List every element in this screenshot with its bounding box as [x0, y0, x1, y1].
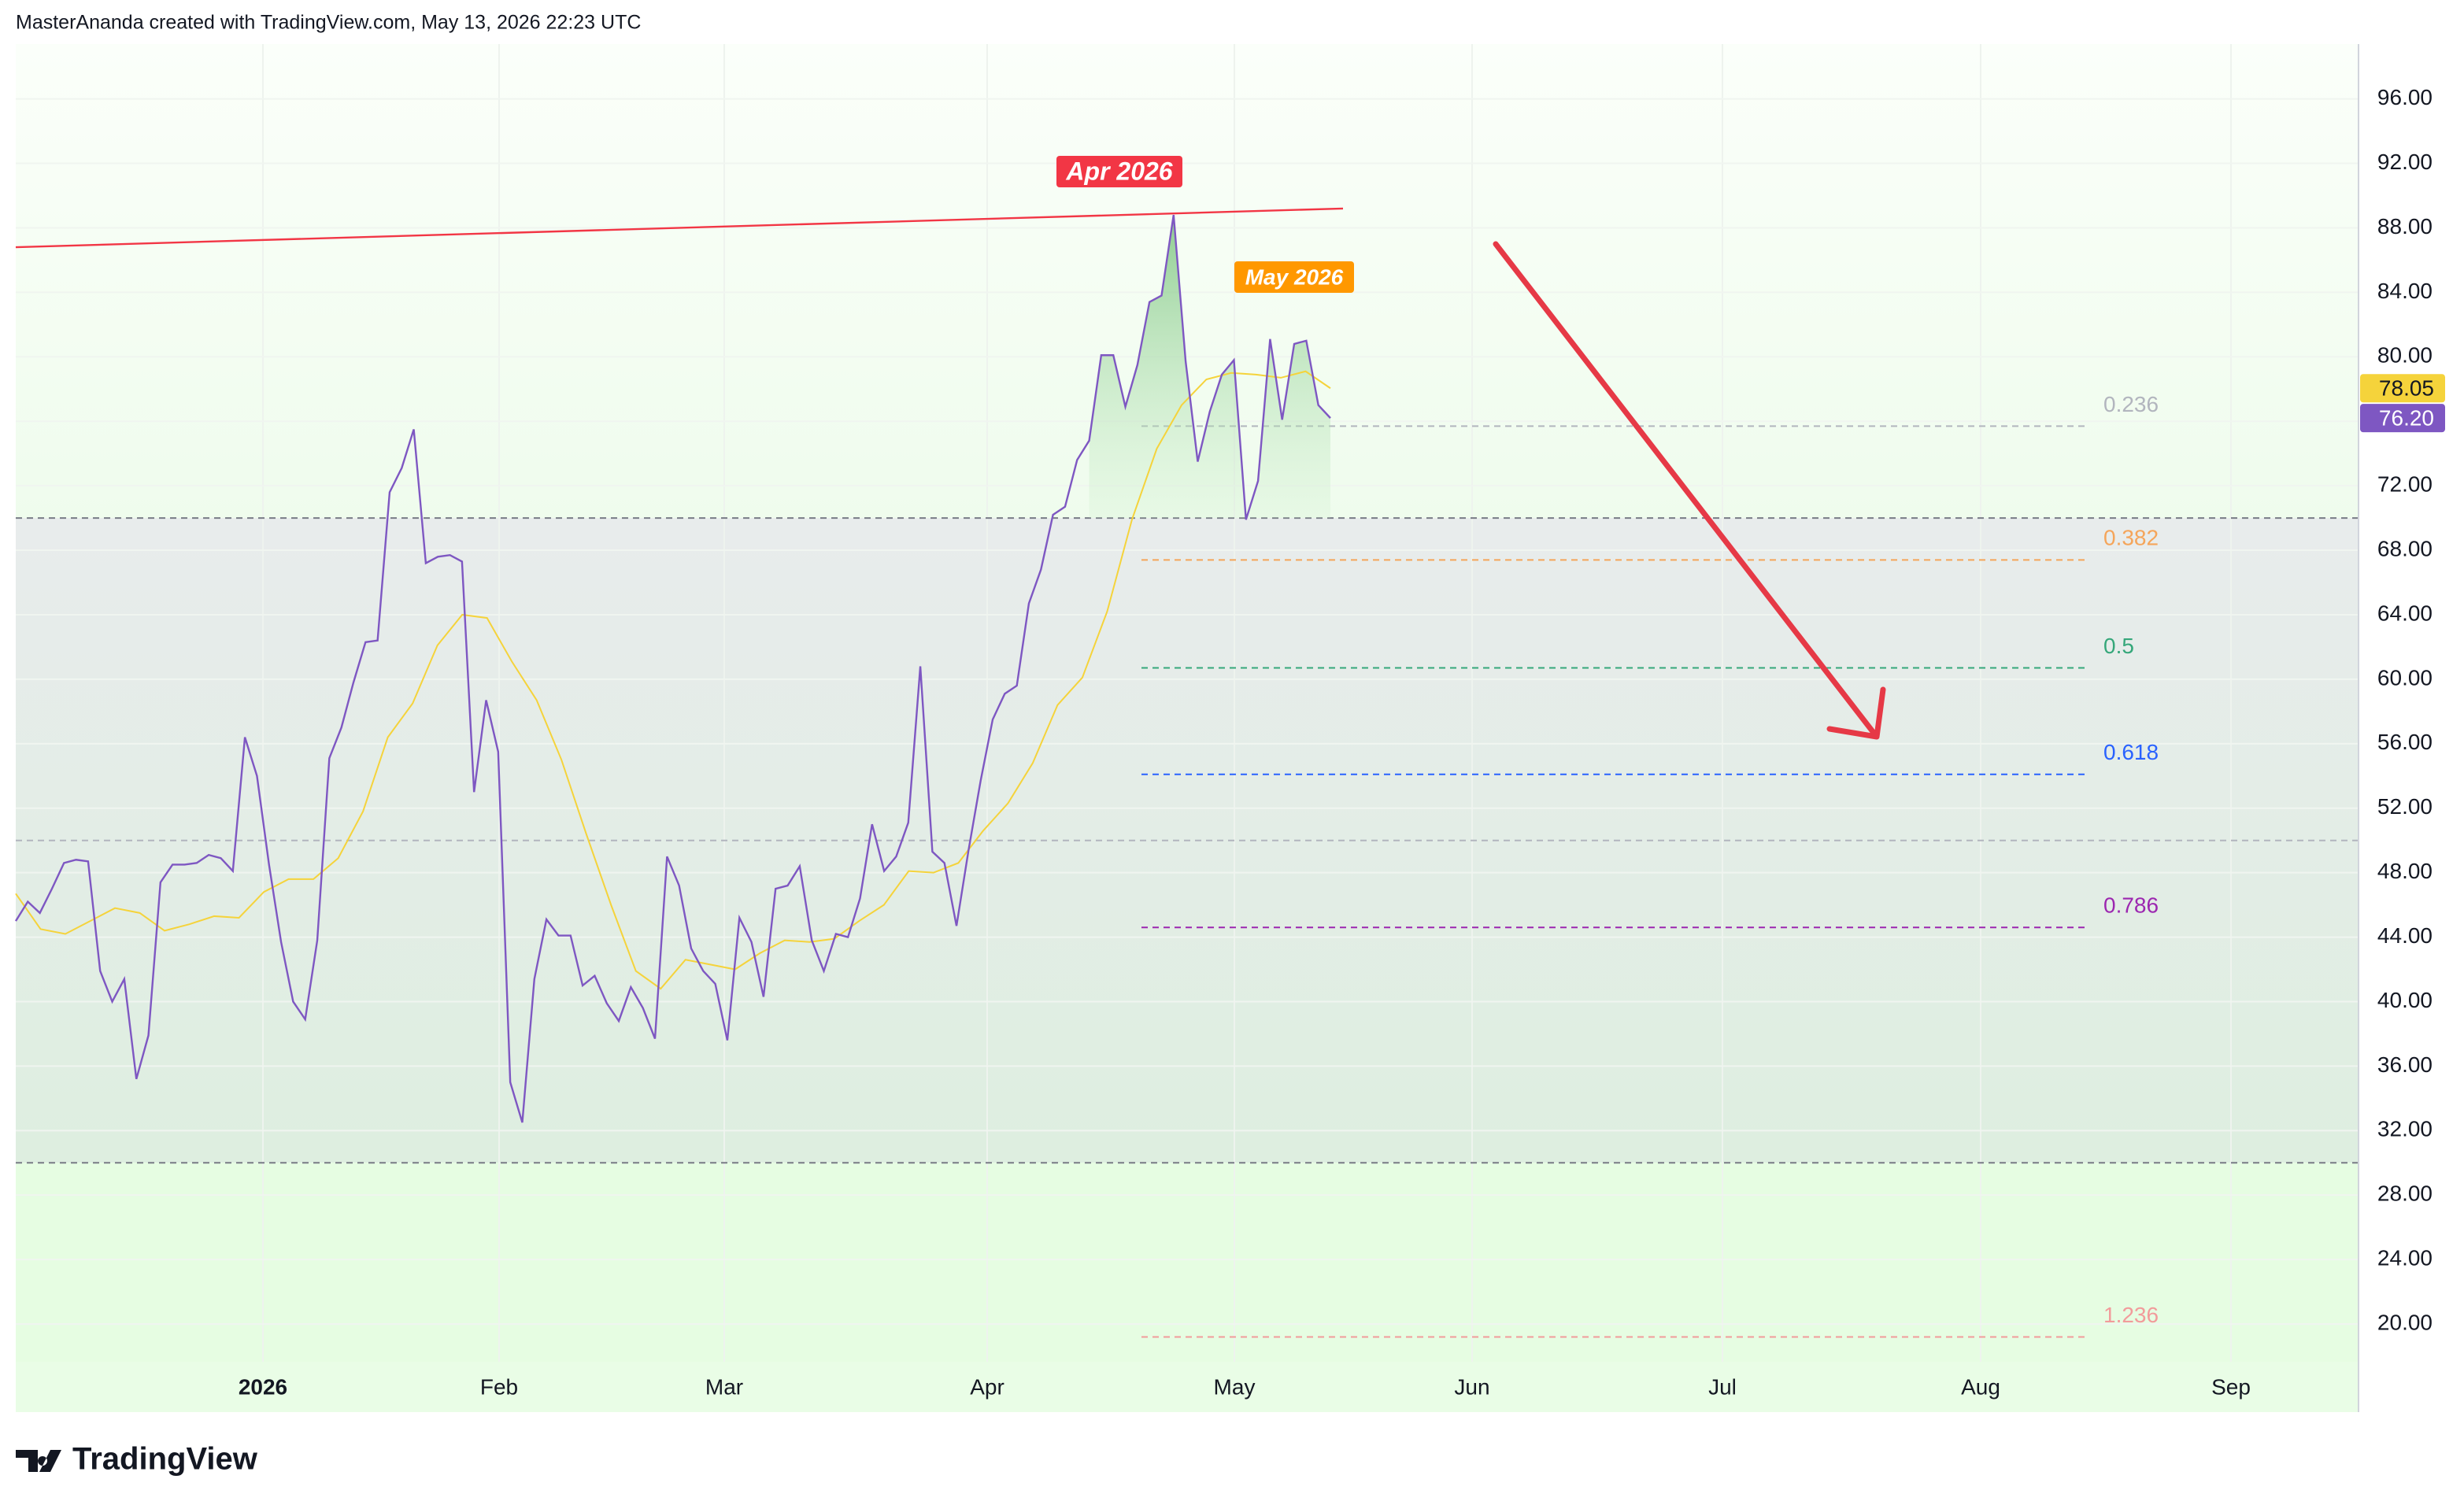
band-lower	[16, 1163, 2359, 1362]
y-tick-label: 80.00	[2377, 343, 2433, 368]
annotation-text: Apr 2026	[1065, 157, 1172, 185]
logo: TradingView	[16, 1442, 258, 1477]
x-tick-label: Jul	[1708, 1374, 1737, 1399]
arrow	[1493, 241, 1886, 740]
y-tick-label: 44.00	[2377, 923, 2433, 948]
x-tick-label: Sep	[2211, 1374, 2251, 1399]
fib-label: 0.236	[2103, 392, 2159, 416]
y-tick-label: 88.00	[2377, 214, 2433, 239]
fib-label: 0.382	[2103, 526, 2159, 550]
logo-icon	[16, 1450, 61, 1472]
x-tick-label: Mar	[705, 1374, 743, 1399]
x-tick-label: Aug	[1961, 1374, 2000, 1399]
y-tick-label: 40.00	[2377, 988, 2433, 1012]
x-axis-bg	[16, 1362, 2359, 1412]
annotation-box	[1056, 156, 1182, 187]
y-tick-label: 36.00	[2377, 1052, 2433, 1077]
x-tick-label: May	[1214, 1374, 1256, 1399]
area-fill	[1089, 215, 1330, 519]
x-tick-label: 2026	[239, 1374, 287, 1399]
trendline	[15, 207, 1344, 249]
y-tick-label: 48.00	[2377, 859, 2433, 883]
price-tag	[2360, 374, 2445, 403]
fib-label: 0.618	[2103, 740, 2159, 764]
y-tick-label: 20.00	[2377, 1310, 2433, 1334]
y-tick-label: 60.00	[2377, 665, 2433, 690]
y-tick-label: 52.00	[2377, 794, 2433, 819]
fib-label: 0.5	[2103, 634, 2134, 658]
series-line	[15, 370, 1331, 990]
fib-label: 0.786	[2103, 893, 2159, 918]
price-tag	[2360, 404, 2445, 433]
logo-text: TradingView	[72, 1442, 258, 1477]
y-tick-label: 56.00	[2377, 730, 2433, 754]
y-tick-label: 92.00	[2377, 150, 2433, 174]
y-tick-label: 96.00	[2377, 85, 2433, 109]
y-tick-label: 72.00	[2377, 472, 2433, 497]
header-text: MasterAnanda created with TradingView.co…	[16, 12, 641, 34]
y-tick-label: 24.00	[2377, 1246, 2433, 1270]
plot-area: 2026 Feb Mar Apr May Jun Jul Aug Sep 0.236 0.382 0.…	[14, 44, 2359, 1412]
x-tick-label: Feb	[480, 1374, 518, 1399]
price-tag-label: 78.05	[2379, 376, 2434, 401]
y-tick-label: 68.00	[2377, 536, 2433, 560]
y-tick-label: 84.00	[2377, 279, 2433, 303]
annotation-box	[1234, 261, 1354, 293]
y-tick-label: 32.00	[2377, 1117, 2433, 1141]
price-tag-label: 76.20	[2379, 406, 2434, 431]
fib-label: 1.236	[2103, 1303, 2159, 1327]
x-tick-label: Jun	[1454, 1374, 1489, 1399]
annotation-text: May 2026	[1245, 264, 1344, 289]
x-tick-label: Apr	[970, 1374, 1004, 1399]
y-tick-label: 64.00	[2377, 601, 2433, 625]
y-tick-label: 28.00	[2377, 1181, 2433, 1206]
series-line	[14, 214, 1331, 1123]
